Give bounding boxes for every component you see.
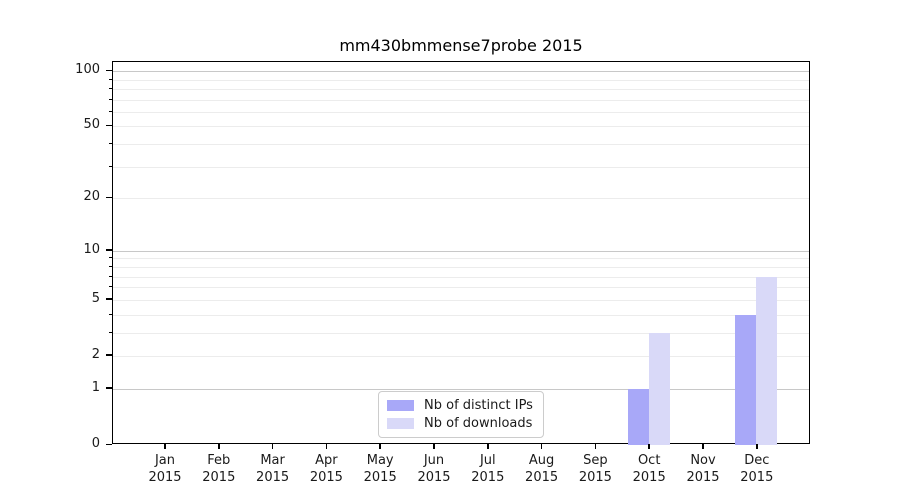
- x-tick-label-jul: Jul 2015: [471, 453, 505, 485]
- x-tick-label-oct: Oct 2015: [632, 453, 666, 485]
- x-tick-label-may: May 2015: [363, 453, 397, 485]
- x-tick-label-feb: Feb 2015: [202, 453, 236, 485]
- x-tick: [379, 444, 381, 449]
- x-tick: [433, 444, 435, 449]
- gridline-minor: [113, 88, 809, 90]
- y-minor-tick: [109, 286, 112, 288]
- gridline-labeled: [113, 126, 809, 128]
- gridline-minor: [113, 166, 809, 168]
- legend: Nb of distinct IPs Nb of downloads: [378, 391, 544, 438]
- gridline-minor: [113, 276, 809, 278]
- y-minor-tick: [109, 110, 112, 112]
- x-tick: [487, 444, 489, 449]
- y-tick-label: 20: [83, 189, 100, 205]
- legend-swatch-downloads-icon: [387, 418, 414, 429]
- x-tick-label-apr: Apr 2015: [309, 453, 343, 485]
- gridline-minor: [113, 332, 809, 334]
- y-tick: [106, 298, 112, 300]
- y-minor-tick: [109, 98, 112, 100]
- legend-swatch-distinct-ips-icon: [387, 400, 414, 411]
- x-tick-label-jun: Jun 2015: [417, 453, 451, 485]
- y-minor-tick: [109, 275, 112, 277]
- y-tick: [106, 387, 112, 389]
- bar-downloads-oct: [648, 332, 670, 445]
- x-tick-label-dec: Dec 2015: [740, 453, 774, 485]
- x-tick: [756, 444, 758, 449]
- legend-item-distinct-ips: Nb of distinct IPs: [387, 398, 534, 413]
- y-tick: [106, 124, 112, 127]
- x-tick: [271, 444, 274, 449]
- x-tick-label-mar: Mar 2015: [256, 453, 290, 485]
- gridline-minor: [113, 79, 809, 81]
- y-tick-label: 0: [91, 436, 100, 451]
- gridline-minor: [113, 314, 809, 316]
- gridline-minor: [113, 144, 809, 146]
- y-minor-tick: [109, 265, 112, 267]
- x-tick: [325, 444, 328, 449]
- gridline-minor: [113, 266, 809, 268]
- gridline-major: [113, 71, 809, 73]
- bar-distinct-ips-dec: [735, 314, 757, 445]
- x-tick: [218, 444, 220, 449]
- y-minor-tick: [109, 313, 112, 315]
- y-minor-tick: [109, 78, 112, 80]
- x-tick: [594, 444, 597, 449]
- x-tick: [648, 444, 650, 449]
- y-tick-label: 2: [91, 346, 100, 362]
- gridline-minor: [113, 99, 809, 101]
- y-minor-tick: [109, 257, 112, 259]
- y-tick: [106, 249, 112, 251]
- gridline-major: [113, 250, 809, 252]
- y-tick: [106, 354, 112, 356]
- x-tick: [702, 444, 704, 449]
- legend-label-downloads: Nb of downloads: [424, 416, 533, 431]
- y-tick: [106, 443, 112, 445]
- gridline-labeled: [113, 355, 809, 357]
- gridline-minor: [113, 287, 809, 289]
- y-minor-tick: [109, 87, 112, 89]
- x-tick: [164, 444, 166, 449]
- y-tick: [106, 69, 112, 72]
- y-tick-label: 100: [75, 62, 100, 78]
- y-tick: [106, 196, 112, 199]
- x-tick-label-sep: Sep 2015: [578, 453, 612, 485]
- y-minor-tick: [109, 165, 112, 167]
- y-tick-label: 50: [83, 117, 100, 133]
- bar-downloads-dec: [756, 276, 778, 445]
- bar-distinct-ips-oct: [627, 388, 649, 445]
- x-tick: [540, 444, 543, 449]
- x-tick-label-nov: Nov 2015: [686, 453, 720, 485]
- gridline-major: [113, 388, 809, 390]
- y-minor-tick: [109, 143, 112, 145]
- gridline-labeled: [113, 299, 809, 301]
- plot-area: [112, 61, 810, 445]
- legend-label-distinct-ips: Nb of distinct IPs: [424, 398, 533, 413]
- y-tick-label: 10: [83, 241, 100, 257]
- gridline-minor: [113, 258, 809, 260]
- y-minor-tick: [109, 331, 112, 333]
- y-tick-label: 5: [91, 290, 100, 306]
- gridline-minor: [113, 111, 809, 113]
- legend-item-downloads: Nb of downloads: [387, 416, 534, 431]
- gridline-labeled: [113, 198, 809, 200]
- x-tick-label-aug: Aug 2015: [525, 453, 559, 485]
- chart-title: mm430bmmense7probe 2015: [339, 36, 583, 55]
- x-tick-label-jan: Jan 2015: [148, 453, 182, 485]
- y-tick-label: 1: [91, 379, 100, 395]
